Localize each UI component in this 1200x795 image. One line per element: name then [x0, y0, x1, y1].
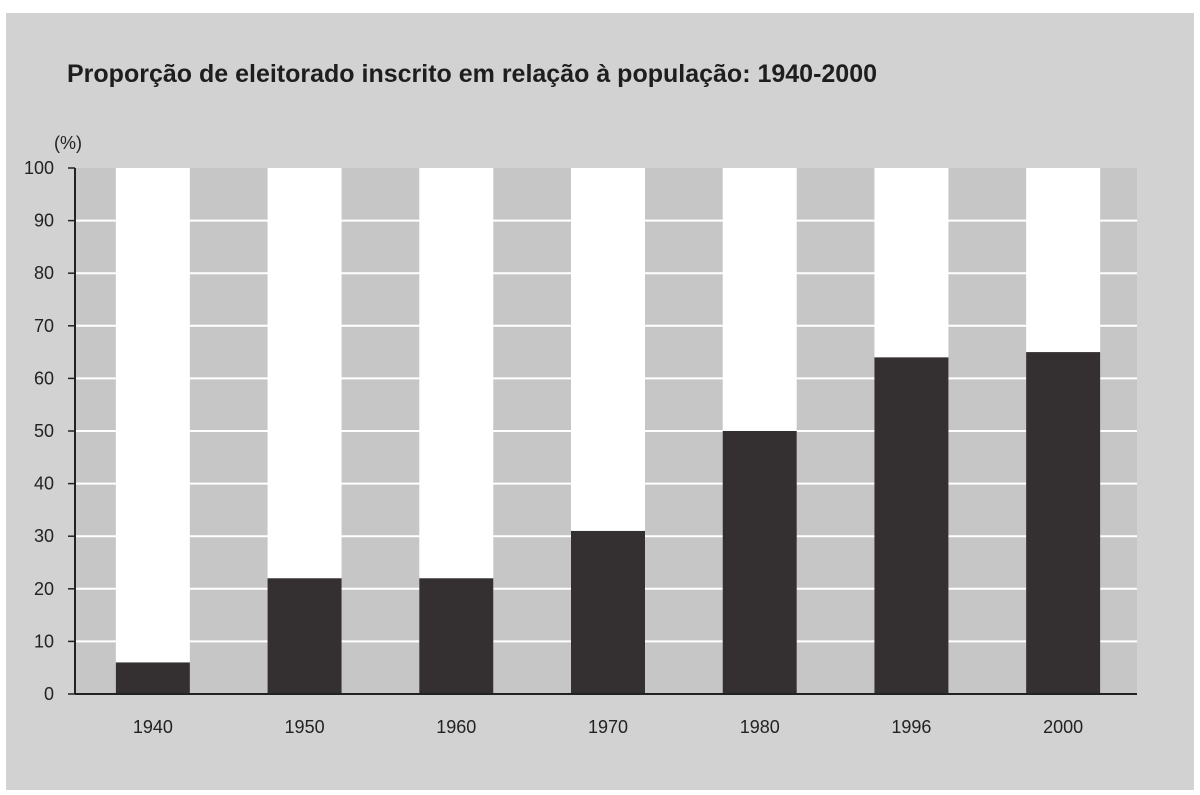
- bar-1970: [571, 530, 645, 694]
- x-tick-label: 1996: [891, 717, 931, 737]
- y-tick-label: 20: [34, 579, 54, 599]
- bar-1940: [115, 662, 190, 694]
- y-tick-label: 70: [34, 316, 54, 336]
- y-tick-label: 100: [24, 158, 54, 178]
- bars: [115, 352, 1101, 694]
- bar-1960: [419, 578, 494, 694]
- bar-1996: [874, 357, 949, 694]
- x-tick-label: 1970: [588, 717, 628, 737]
- y-tick-label: 90: [34, 211, 54, 231]
- y-tick-labels: 0 10 20 30 40 50 60 70 80 90 100: [24, 158, 75, 704]
- y-tick-label: 80: [34, 263, 54, 283]
- x-tick-label: 1940: [133, 717, 173, 737]
- x-tick-label: 1950: [285, 717, 325, 737]
- y-axis-unit-label: (%): [54, 133, 82, 153]
- y-tick-label: 40: [34, 474, 54, 494]
- x-tick-label: 1980: [740, 717, 780, 737]
- y-tick-label: 50: [34, 421, 54, 441]
- bar-2000: [1026, 352, 1101, 694]
- x-tick-labels: 1940 1950 1960 1970 1980 1996 2000: [133, 717, 1083, 737]
- bar-1980: [722, 431, 797, 694]
- x-tick-label: 1960: [436, 717, 476, 737]
- chart-title: Proporção de eleitorado inscrito em rela…: [67, 60, 878, 88]
- bar-1950: [267, 578, 342, 694]
- y-tick-label: 0: [44, 684, 54, 704]
- y-tick-label: 10: [34, 631, 54, 651]
- y-tick-label: 30: [34, 526, 54, 546]
- y-tick-label: 60: [34, 368, 54, 388]
- x-tick-label: 2000: [1043, 717, 1083, 737]
